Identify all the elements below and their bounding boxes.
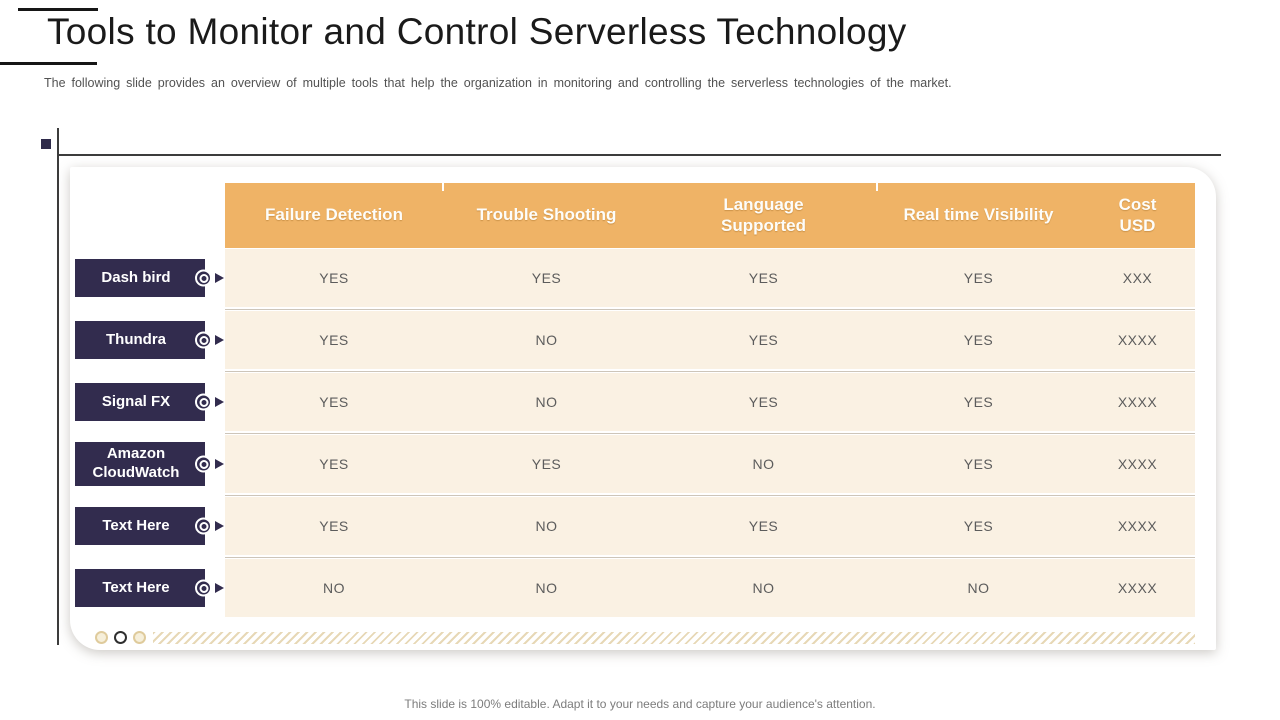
column-header-real-time-visibility: Real time Visibility	[876, 183, 1080, 226]
arrow-right-icon	[215, 335, 224, 345]
table-cell: YES	[963, 456, 994, 472]
bullseye-icon	[195, 393, 212, 411]
frame-horizontal-line	[58, 154, 1221, 156]
row-label-text: Thundra	[106, 330, 166, 348]
table-cell: NO	[752, 580, 775, 596]
arrow-right-icon	[215, 397, 224, 407]
pagination-dot	[133, 631, 146, 644]
table-cell: YES	[963, 332, 994, 348]
table-cell: YES	[963, 270, 994, 286]
comparison-table: Failure Detection Trouble Shooting Langu…	[225, 172, 1195, 621]
table-cell: YES	[748, 270, 779, 286]
frame-vertical-line	[57, 128, 59, 645]
title-decor-bottom-line	[0, 62, 97, 65]
table-cell: XXXX	[1117, 456, 1158, 472]
table-cell: YES	[963, 394, 994, 410]
column-header-cost-usd: Cost USD	[1079, 172, 1195, 236]
arrow-right-icon	[215, 521, 224, 531]
table-cell: XXXX	[1117, 518, 1158, 534]
table-row: YES NO YES YES XXXX	[225, 497, 1195, 558]
pagination-dot	[114, 631, 127, 644]
footer-note: This slide is 100% editable. Adapt it to…	[404, 697, 876, 711]
bullseye-icon	[195, 517, 212, 535]
diagonal-hatch-decor	[153, 632, 1195, 644]
table-cell: NO	[535, 518, 558, 534]
pagination-dots	[95, 631, 146, 644]
table-cell: YES	[319, 456, 349, 472]
table-cell: NO	[967, 580, 990, 596]
table-cell: YES	[748, 518, 779, 534]
table-cell: YES	[319, 518, 349, 534]
table-row: NO NO NO NO XXXX	[225, 559, 1195, 617]
table-cell: NO	[535, 394, 558, 410]
table-row: YES YES NO YES XXXX	[225, 435, 1195, 496]
arrow-right-icon	[215, 459, 224, 469]
arrow-right-icon	[215, 583, 224, 593]
table-body: YES YES YES YES XXX YES NO YES YES XXXX YES NO YES YE…	[225, 249, 1195, 617]
row-label-chip: Signal FX	[75, 383, 224, 421]
row-label-chip: Text Here	[75, 507, 224, 545]
table-cell: YES	[748, 394, 779, 410]
table-cell: YES	[963, 518, 994, 534]
table-cell: NO	[535, 332, 558, 348]
table-row: YES YES YES YES XXX	[225, 249, 1195, 310]
row-label-chip: Amazon CloudWatch	[75, 442, 224, 486]
table-cell: NO	[535, 580, 558, 596]
table-row: YES NO YES YES XXXX	[225, 311, 1195, 372]
title-decor-top-line	[18, 8, 98, 11]
row-label-chip: Thundra	[75, 321, 224, 359]
table-cell: YES	[531, 270, 562, 286]
table-header-row: Failure Detection Trouble Shooting Langu…	[225, 172, 1195, 248]
table-cell: NO	[323, 580, 345, 596]
table-cell: YES	[748, 332, 779, 348]
table-cell: XXXX	[1117, 394, 1158, 410]
table-cell: YES	[531, 456, 562, 472]
column-header-failure-detection: Failure Detection	[265, 205, 403, 225]
pagination-dot	[95, 631, 108, 644]
table-cell: XXX	[1122, 270, 1153, 286]
row-label-text: Text Here	[102, 516, 170, 534]
table-cell: XXXX	[1117, 332, 1158, 348]
column-header-language-supported: Language Supported	[649, 172, 877, 236]
table-cell: NO	[752, 456, 775, 472]
page-title: Tools to Monitor and Control Serverless …	[47, 11, 907, 52]
row-label-text: Dash bird	[101, 268, 171, 286]
column-header-trouble-shooting: Trouble Shooting	[442, 183, 650, 226]
row-label-text: Amazon CloudWatch	[92, 445, 180, 481]
row-label-text: Text Here	[102, 578, 170, 596]
bullseye-icon	[195, 455, 212, 473]
bullseye-icon	[195, 331, 212, 349]
accent-square	[41, 139, 51, 149]
row-label-chip: Dash bird	[75, 259, 224, 297]
table-cell: YES	[319, 394, 349, 410]
row-label-chip: Text Here	[75, 569, 224, 607]
bullseye-icon	[195, 579, 212, 597]
table-row: YES NO YES YES XXXX	[225, 373, 1195, 434]
arrow-right-icon	[215, 273, 224, 283]
bullseye-icon	[195, 269, 212, 287]
table-cell: YES	[319, 270, 349, 286]
table-cell: YES	[319, 332, 349, 348]
table-cell: XXXX	[1117, 580, 1158, 596]
row-label-text: Signal FX	[101, 392, 171, 410]
page-subtitle: The following slide provides an overview…	[44, 76, 952, 90]
